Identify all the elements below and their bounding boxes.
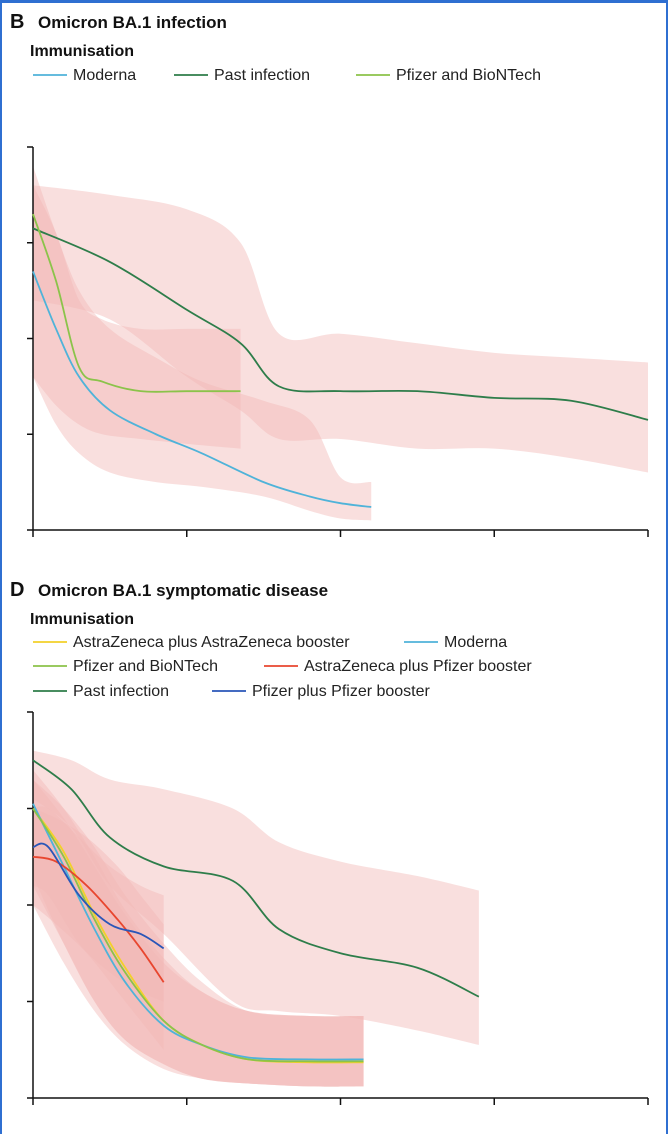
panel-b-plot bbox=[27, 146, 649, 537]
panel-d-legend-label-astrazeneca-plus-pfizer-booster: AstraZeneca plus Pfizer booster bbox=[304, 658, 532, 675]
panel-b-legend: Moderna Past infection Pfizer and BioNTech bbox=[33, 67, 541, 84]
panel-b-letter: B bbox=[10, 11, 24, 33]
panel-d-ci-band-moderna bbox=[33, 769, 364, 1087]
panel-d-series-line-moderna bbox=[32, 803, 364, 1061]
panel-d-series-line-past-infection bbox=[32, 759, 480, 998]
panel-d-legend-label-moderna: Moderna bbox=[444, 634, 507, 651]
panel-d-legend: AstraZeneca plus AstraZeneca booster Mode… bbox=[33, 634, 532, 700]
panel-d-series-line-astrazeneca-plus-pfizer-booster bbox=[32, 855, 165, 983]
panel-b-legend-label-pfizer-and-biontech: Pfizer and BioNTech bbox=[396, 67, 541, 84]
panel-b-legend-title: Immunisation bbox=[30, 43, 134, 60]
panel-d-letter: D bbox=[10, 579, 24, 601]
panel-b-series-line-pfizer-and-biontech bbox=[32, 213, 241, 393]
panel-d-legend-label-pfizer-and-biontech: Pfizer and BioNTech bbox=[73, 658, 218, 675]
panel-d-title: Omicron BA.1 symptomatic disease bbox=[38, 581, 328, 600]
panel-d-series-line-pfizer-plus-pfizer-booster bbox=[32, 842, 165, 950]
panel-d-ci-band-astrazeneca-plus-astrazeneca-booster bbox=[33, 779, 364, 1087]
panel-d-legend-title: Immunisation bbox=[30, 611, 134, 628]
panel-b-ci-band-past-infection bbox=[33, 185, 648, 473]
panel-d-ci-band-past-infection bbox=[33, 750, 479, 1045]
panel-b-series-line-moderna bbox=[32, 271, 372, 508]
panel-d-legend-label-pfizer-plus-pfizer-booster: Pfizer plus Pfizer booster bbox=[252, 683, 431, 700]
panel-b-title: Omicron BA.1 infection bbox=[38, 13, 227, 32]
panel-b-series-line-past-infection bbox=[32, 227, 649, 421]
panel-d-legend-label-astrazeneca-plus-astrazeneca-booster: AstraZeneca plus AstraZeneca booster bbox=[73, 634, 350, 651]
panel-b-legend-label-moderna: Moderna bbox=[73, 67, 136, 84]
panel-d-legend-label-past-infection: Past infection bbox=[73, 683, 169, 700]
panel-d-ci-band-pfizer-and-biontech bbox=[33, 779, 364, 1087]
panel-d-plot bbox=[27, 711, 649, 1105]
panel-b-ci-band-moderna bbox=[33, 166, 372, 521]
panel-b-ci-band-pfizer-and-biontech bbox=[33, 185, 241, 449]
panel-b-legend-label-past-infection: Past infection bbox=[214, 67, 310, 84]
